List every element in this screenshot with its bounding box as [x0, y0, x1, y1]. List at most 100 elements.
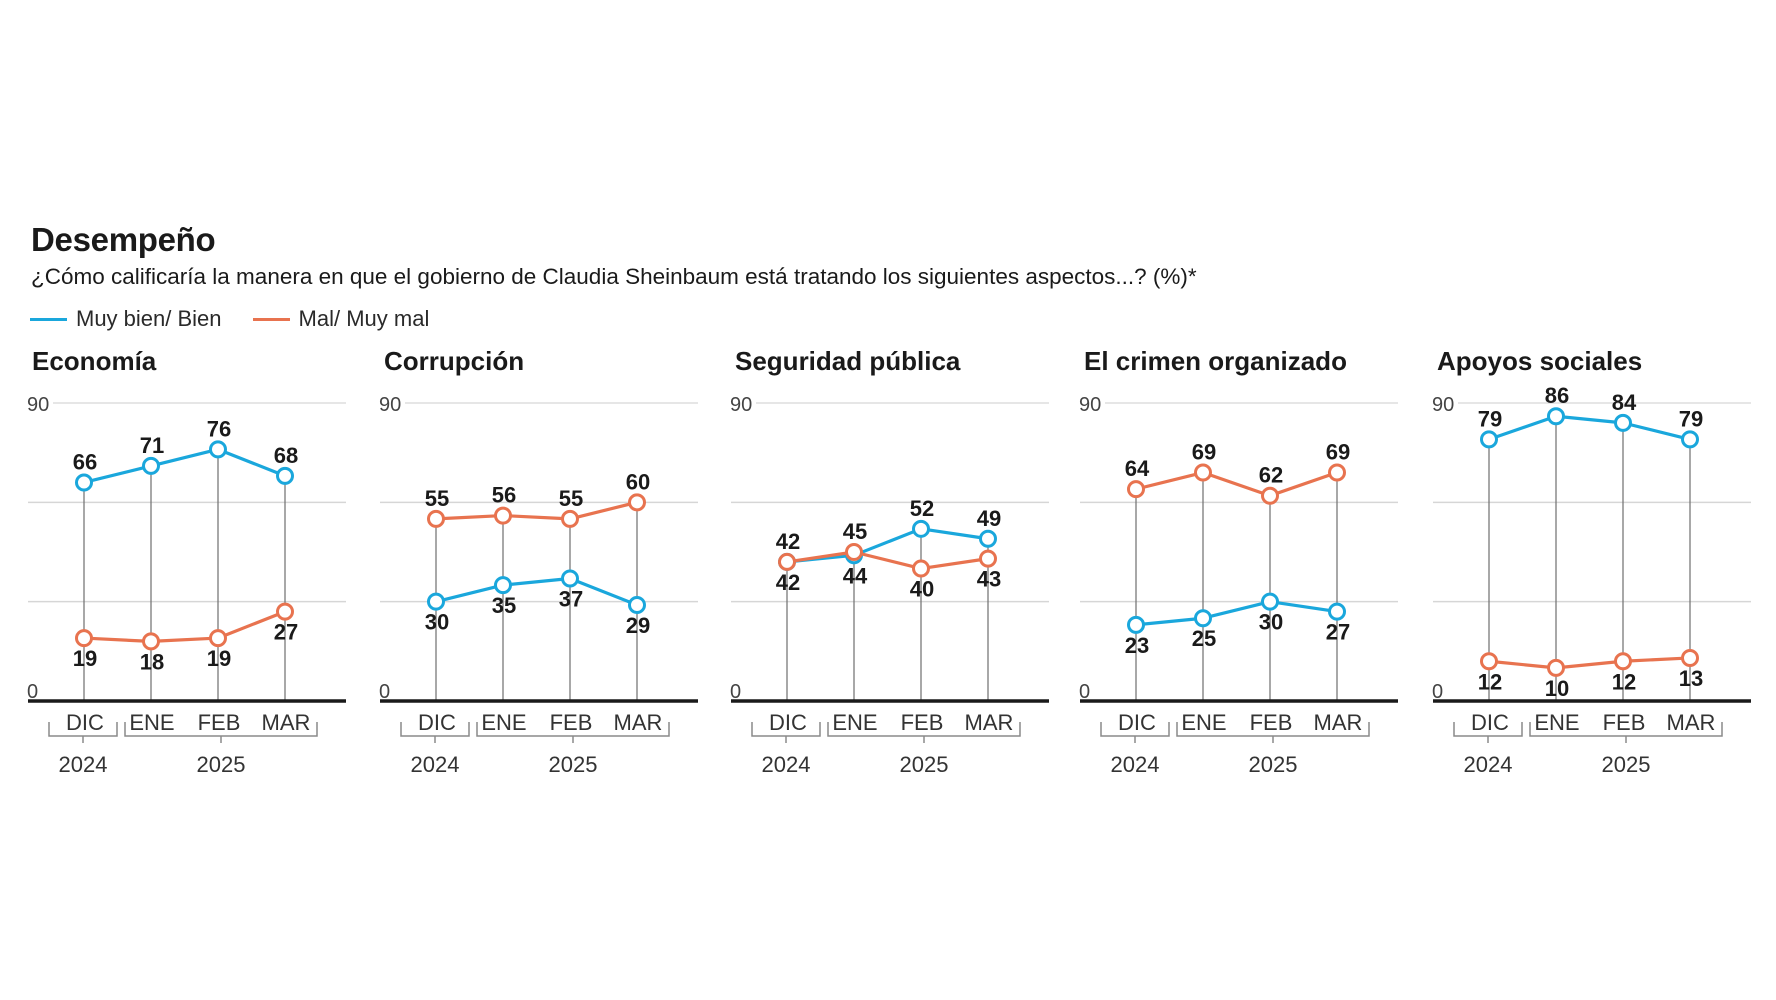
legend-item-muy-bien: Muy bien/ Bien [30, 306, 222, 332]
data-label-muy-bien: 86 [1545, 383, 1569, 408]
data-label-mal: 42 [776, 529, 800, 554]
data-point-muy-bien [1261, 592, 1279, 611]
data-point-mal [276, 602, 294, 621]
y-tick-label: 0 [1079, 681, 1090, 703]
legend-swatch-blue [30, 317, 67, 321]
panel-title: Seguridad pública [735, 346, 961, 376]
series-line-muy-bien [1488, 414, 1691, 441]
x-tick-label: FEB [901, 710, 944, 735]
x-tick-label: DIC [418, 710, 456, 735]
data-point-mal [1127, 480, 1145, 499]
data-label-muy-bien: 29 [626, 613, 650, 638]
data-point-mal [778, 552, 796, 571]
data-point-mal [494, 506, 512, 525]
data-point-mal [628, 493, 646, 512]
year-label: 2025 [197, 752, 246, 777]
data-point-muy-bien [1480, 430, 1498, 449]
data-label-mal: 55 [559, 486, 583, 511]
data-point-muy-bien [628, 595, 646, 614]
year-label: 2024 [59, 752, 108, 777]
data-point-mal [1480, 652, 1498, 671]
year-label: 2025 [1249, 752, 1298, 777]
data-point-mal [1547, 658, 1565, 677]
data-label-muy-bien: 44 [843, 563, 868, 588]
y-tick-label: 90 [730, 394, 752, 416]
data-label-mal: 60 [626, 469, 650, 494]
data-point-mal [845, 543, 863, 561]
data-label-mal: 12 [1478, 669, 1502, 694]
data-point-muy-bien [1614, 413, 1632, 432]
series-line-mal [83, 610, 286, 644]
data-point-mal [1261, 486, 1279, 505]
panel-title: Economía [32, 346, 157, 376]
series-line-mal [1135, 470, 1338, 498]
data-label-muy-bien: 71 [140, 433, 164, 458]
data-label-mal: 69 [1326, 440, 1350, 465]
legend-label: Muy bien/ Bien [76, 306, 222, 331]
data-label-muy-bien: 42 [776, 570, 800, 595]
data-point-muy-bien [494, 576, 512, 595]
x-tick-label: MAR [262, 710, 311, 735]
data-point-muy-bien [1328, 602, 1346, 621]
data-label-muy-bien: 66 [73, 449, 97, 474]
data-label-muy-bien: 30 [1259, 610, 1283, 635]
data-label-muy-bien: 52 [910, 496, 934, 521]
data-label-mal: 19 [73, 646, 97, 671]
series-line-mal [786, 550, 989, 571]
data-point-muy-bien [75, 473, 93, 492]
data-point-muy-bien [1681, 430, 1699, 449]
y-tick-label: 0 [730, 681, 741, 703]
data-label-muy-bien: 35 [492, 593, 516, 618]
x-tick-label: FEB [1603, 710, 1646, 735]
data-label-mal: 13 [1679, 666, 1703, 691]
panel-econom-a: Economía 0 90 DIC ENE FEB MAR 2024 2025 66 19 71 18 7… [27, 346, 346, 777]
year-label: 2024 [1464, 752, 1513, 777]
data-label-muy-bien: 25 [1192, 626, 1216, 651]
y-tick-label: 90 [379, 394, 401, 416]
data-label-mal: 69 [1192, 440, 1216, 465]
data-label-mal: 12 [1612, 669, 1636, 694]
panel-el-crimen-organizado: El crimen organizado 0 90 DIC ENE FEB MAR 2024 2… [1079, 346, 1398, 777]
y-tick-label: 90 [1432, 394, 1454, 416]
data-label-mal: 18 [140, 649, 164, 674]
data-label-mal: 56 [492, 483, 516, 508]
data-label-muy-bien: 27 [1326, 620, 1350, 645]
data-label-mal: 40 [910, 577, 934, 602]
y-tick-label: 0 [27, 681, 38, 703]
data-point-muy-bien [427, 592, 445, 611]
chart-subtitle: ¿Cómo calificaría la manera en que el go… [31, 264, 1197, 289]
data-point-muy-bien [1547, 407, 1565, 426]
panel-apoyos-sociales: Apoyos sociales 0 90 DIC ENE FEB MAR 2024 2025 79… [1432, 346, 1751, 777]
data-point-muy-bien [912, 519, 930, 538]
data-point-mal [561, 509, 579, 528]
data-point-muy-bien [209, 440, 227, 459]
x-tick-label: FEB [1250, 710, 1293, 735]
x-tick-label: FEB [198, 710, 241, 735]
x-tick-label: MAR [1667, 710, 1716, 735]
year-label: 2024 [1111, 752, 1160, 777]
data-point-mal [142, 632, 160, 651]
y-tick-label: 90 [27, 394, 49, 416]
series-line-muy-bien [1135, 600, 1338, 627]
data-label-mal: 19 [207, 646, 231, 671]
x-tick-label: FEB [550, 710, 593, 735]
data-label-muy-bien: 79 [1478, 406, 1502, 431]
x-tick-label: ENE [1181, 710, 1226, 735]
data-point-mal [209, 629, 227, 648]
legend-item-mal: Mal/ Muy mal [252, 306, 429, 332]
data-point-muy-bien [1194, 609, 1212, 628]
x-tick-label: MAR [965, 710, 1014, 735]
series-line-mal [435, 500, 638, 521]
legend-swatch-orange [252, 317, 290, 321]
year-label: 2025 [549, 752, 598, 777]
y-tick-label: 90 [1079, 394, 1101, 416]
legend: Muy bien/ Bien Mal/ Muy mal [30, 305, 460, 333]
data-point-mal [75, 629, 93, 648]
panel-title: Corrupción [384, 346, 524, 376]
data-point-mal [1328, 463, 1346, 482]
data-point-muy-bien [1127, 615, 1145, 634]
data-point-mal [1681, 648, 1699, 667]
data-point-muy-bien [142, 456, 160, 475]
year-label: 2025 [1602, 752, 1651, 777]
